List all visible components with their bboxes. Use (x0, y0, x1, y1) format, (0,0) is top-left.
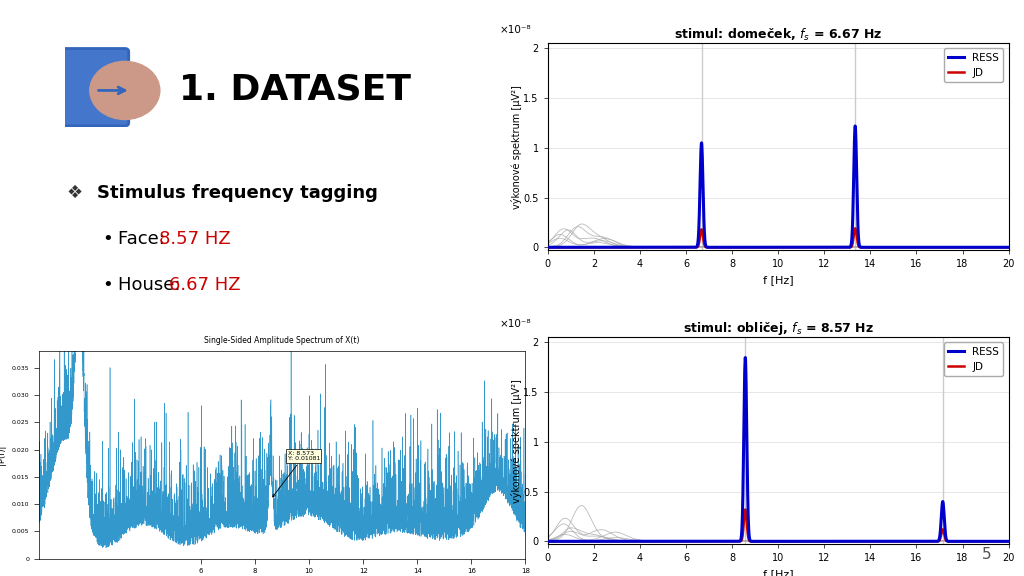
Y-axis label: výkonové spektrum [μV²]: výkonové spektrum [μV²] (511, 85, 522, 209)
Text: 6.67 HZ: 6.67 HZ (169, 276, 241, 294)
Y-axis label: |P(f)|: |P(f)| (0, 445, 6, 465)
Text: X: 8.573
Y: 0.01081: X: 8.573 Y: 0.01081 (272, 450, 319, 497)
Text: 5: 5 (982, 547, 991, 562)
FancyBboxPatch shape (60, 48, 129, 126)
Text: •: • (102, 230, 113, 248)
Legend: RESS, JD: RESS, JD (944, 48, 1004, 82)
Title: stimul: domeček, $f_s$ = 6.67 Hz: stimul: domeček, $f_s$ = 6.67 Hz (674, 27, 883, 43)
X-axis label: f [Hz]: f [Hz] (763, 275, 794, 285)
Legend: RESS, JD: RESS, JD (944, 343, 1004, 376)
Text: 8.57 HZ: 8.57 HZ (159, 230, 230, 248)
Y-axis label: výkonové spektrum [μV²]: výkonové spektrum [μV²] (511, 379, 522, 503)
Title: Single-Sided Amplitude Spectrum of X(t): Single-Sided Amplitude Spectrum of X(t) (205, 336, 359, 345)
Text: Face:: Face: (118, 230, 170, 248)
X-axis label: f [Hz]: f [Hz] (763, 569, 794, 576)
Text: Stimulus frequency tagging: Stimulus frequency tagging (97, 184, 378, 202)
Title: stimul: obličej, $f_s$ = 8.57 Hz: stimul: obličej, $f_s$ = 8.57 Hz (683, 320, 873, 337)
Ellipse shape (90, 62, 160, 119)
Text: 1. DATASET: 1. DATASET (179, 72, 412, 107)
Text: ❖: ❖ (67, 184, 83, 202)
FancyArrowPatch shape (98, 87, 125, 94)
Text: ×10⁻⁸: ×10⁻⁸ (500, 25, 531, 35)
Text: Multichannel EEG compression using COMPROMISE: Multichannel EEG compression using COMPR… (299, 10, 725, 28)
Text: •: • (102, 276, 113, 294)
Text: ×10⁻⁸: ×10⁻⁸ (500, 319, 531, 329)
Text: House:: House: (118, 276, 186, 294)
